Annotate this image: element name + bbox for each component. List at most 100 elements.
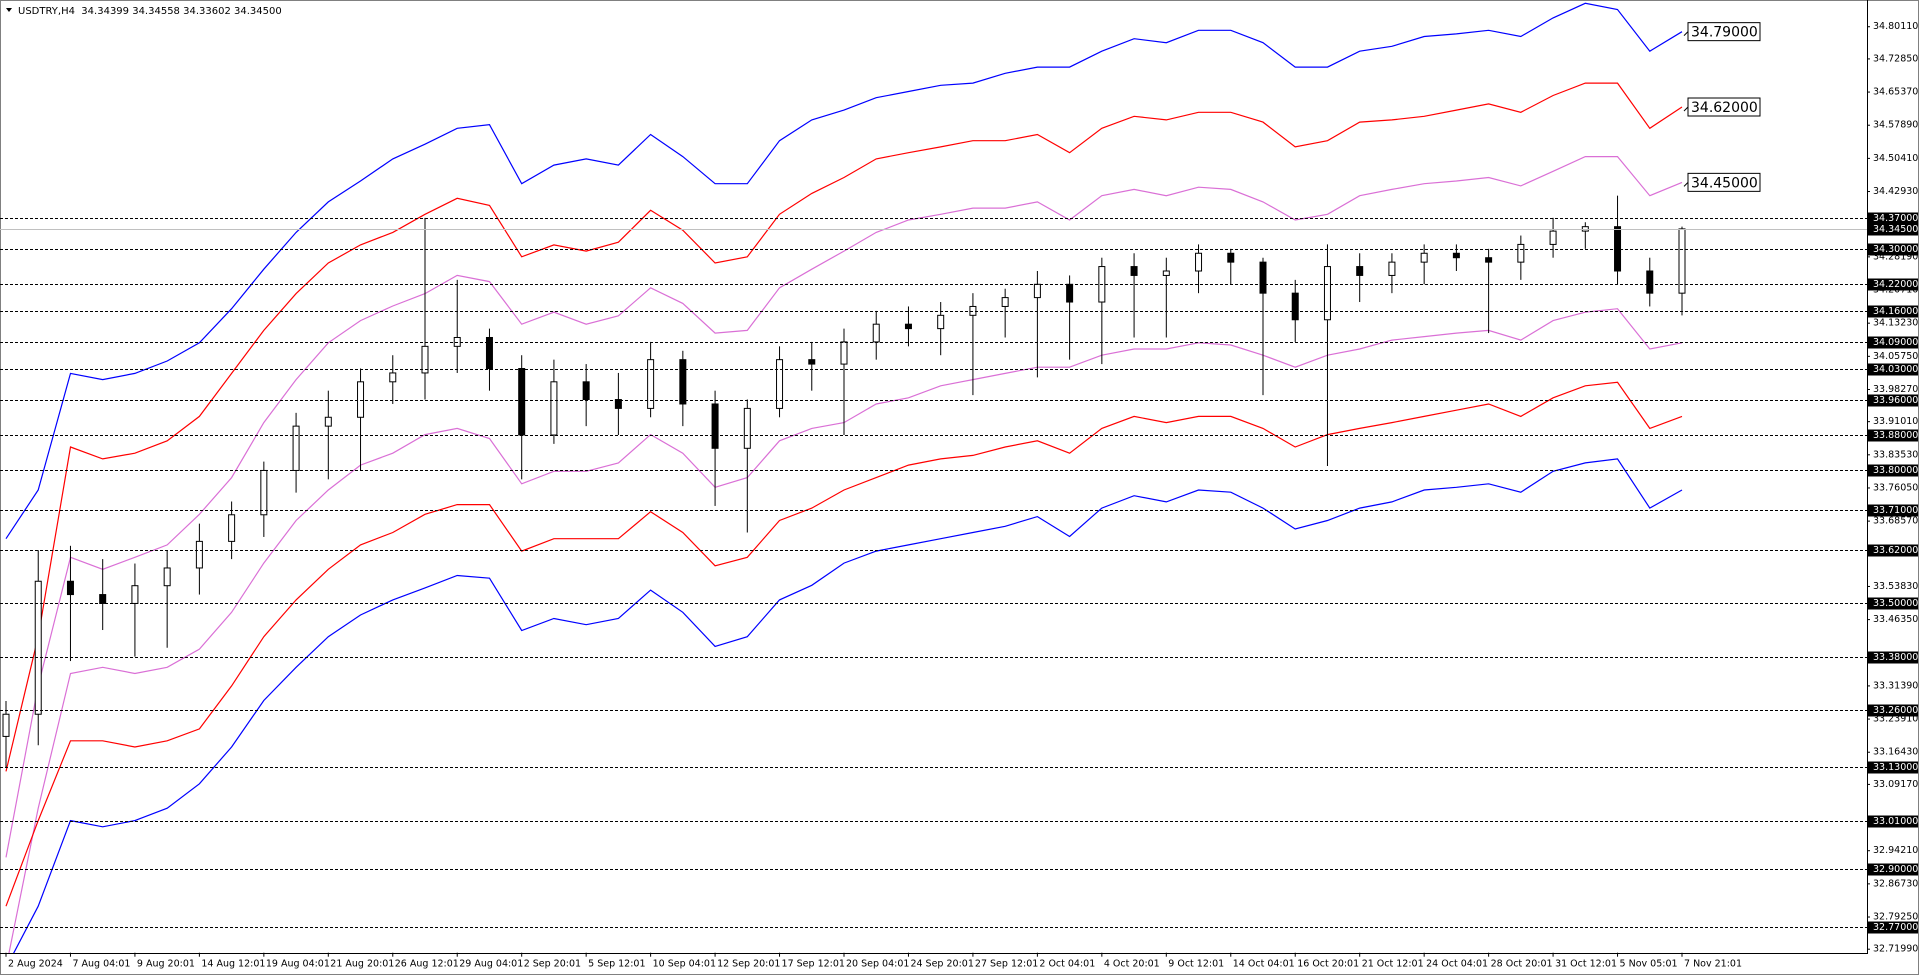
candle-body xyxy=(679,359,687,405)
symbol-menu-icon[interactable] xyxy=(6,8,12,12)
candle-body xyxy=(518,368,526,436)
y-tick-label: 33.09170 xyxy=(1873,779,1918,790)
y-tick-label: 34.50410 xyxy=(1873,153,1918,164)
y-tick-label: 33.68570 xyxy=(1873,516,1918,527)
candle-body xyxy=(324,416,332,427)
level-label: 34.03000 xyxy=(1873,364,1918,375)
level-label: 34.09000 xyxy=(1873,337,1918,348)
candle-body xyxy=(1420,252,1428,263)
level-label: 33.96000 xyxy=(1873,395,1918,406)
level-label-box xyxy=(1868,921,1918,934)
candle-body xyxy=(1033,283,1041,299)
level-label-box xyxy=(1868,544,1918,557)
x-tick-label: 31 Oct 12:01 xyxy=(1555,959,1617,970)
chart-title: USDTRY,H4 34.34399 34.34558 34.33602 34.… xyxy=(18,6,282,17)
x-tick-label: 29 Aug 04:01 xyxy=(459,959,523,970)
candle-body xyxy=(1323,266,1331,321)
y-tick-label: 32.79250 xyxy=(1873,912,1918,923)
candle-body xyxy=(872,323,880,343)
x-tick-label: 24 Sep 20:01 xyxy=(910,959,973,970)
band-line xyxy=(5,2,1683,540)
y-tick-label: 34.65370 xyxy=(1873,87,1918,98)
y-tick-label: 32.71990 xyxy=(1873,944,1918,955)
level-label: 33.38000 xyxy=(1873,652,1918,663)
y-tick-label: 33.91010 xyxy=(1873,416,1918,427)
annotation-label: 34.62000 xyxy=(1691,100,1758,116)
level-label: 32.90000 xyxy=(1873,864,1918,875)
y-tick-label: 34.80110 xyxy=(1873,21,1918,32)
level-label-box xyxy=(1868,761,1918,774)
candle-body xyxy=(1452,252,1460,259)
x-tick-label: 16 Oct 20:01 xyxy=(1297,959,1359,970)
x-tick-label: 7 Aug 04:01 xyxy=(72,959,130,970)
candle-body xyxy=(1581,226,1589,232)
candle-body xyxy=(421,345,429,374)
candle-body xyxy=(66,580,74,596)
x-tick-label: 10 Sep 04:01 xyxy=(653,959,716,970)
candle-body xyxy=(1259,261,1267,294)
x-tick-label: 27 Sep 12:01 xyxy=(975,959,1038,970)
annotation-box xyxy=(1687,172,1761,192)
y-tick-label: 33.98270 xyxy=(1873,384,1918,395)
current-price-box xyxy=(1868,223,1918,236)
level-label-box xyxy=(1868,336,1918,349)
candle-body xyxy=(1388,261,1396,276)
x-tick-label: 9 Aug 20:01 xyxy=(137,959,195,970)
candle-body xyxy=(1678,228,1686,294)
level-label: 34.16000 xyxy=(1873,306,1918,317)
annotation-box xyxy=(1687,22,1761,42)
candle-body xyxy=(1001,297,1009,307)
level-label: 33.80000 xyxy=(1873,465,1918,476)
level-label-box xyxy=(1868,464,1918,477)
candle-body xyxy=(1517,243,1525,263)
candle-body xyxy=(1646,270,1654,294)
level-label-box xyxy=(1868,429,1918,442)
candle-body xyxy=(840,341,848,365)
band-line xyxy=(13,458,1683,953)
y-tick-label: 34.13230 xyxy=(1873,318,1918,329)
y-tick-label: 32.86730 xyxy=(1873,878,1918,889)
candle-body xyxy=(2,713,10,737)
y-tick-label: 33.76050 xyxy=(1873,482,1918,493)
level-label-box xyxy=(1868,597,1918,610)
candle-body xyxy=(743,407,751,449)
candle-body xyxy=(389,372,397,383)
level-label-box xyxy=(1868,243,1918,256)
candle-body xyxy=(260,469,268,516)
candle-body xyxy=(647,359,655,409)
band-line xyxy=(5,381,1683,907)
candle-body xyxy=(711,403,719,449)
candle-body xyxy=(614,399,622,409)
candle-body xyxy=(485,336,493,370)
level-label: 32.77000 xyxy=(1873,922,1918,933)
level-label-box xyxy=(1868,863,1918,876)
y-tick-label: 33.53830 xyxy=(1873,581,1918,592)
level-label-box xyxy=(1868,651,1918,664)
level-label: 34.30000 xyxy=(1873,244,1918,255)
annotation-pointer xyxy=(1683,106,1689,112)
candle-body xyxy=(195,540,203,569)
candle-body xyxy=(99,594,107,604)
x-tick-label: 26 Aug 12:01 xyxy=(395,959,459,970)
candle-body xyxy=(1195,252,1203,272)
level-label-box xyxy=(1868,363,1918,376)
level-label-box xyxy=(1868,504,1918,517)
level-label: 33.71000 xyxy=(1873,505,1918,516)
candle-body xyxy=(1291,292,1299,321)
x-tick-label: 7 Nov 21:01 xyxy=(1684,959,1742,970)
x-tick-label: 14 Aug 12:01 xyxy=(201,959,265,970)
candle-body xyxy=(34,580,42,715)
y-tick-label: 33.31390 xyxy=(1873,680,1918,691)
level-label-box xyxy=(1868,305,1918,318)
level-label: 34.22000 xyxy=(1873,279,1918,290)
candle-body xyxy=(163,567,171,587)
y-tick-label: 33.83530 xyxy=(1873,449,1918,460)
level-label: 33.50000 xyxy=(1873,598,1918,609)
candle-body xyxy=(131,585,139,604)
annotation-pointer xyxy=(1683,31,1689,37)
annotation-box xyxy=(1687,97,1761,117)
candle-body xyxy=(1614,226,1622,272)
x-tick-label: 19 Aug 04:01 xyxy=(266,959,330,970)
